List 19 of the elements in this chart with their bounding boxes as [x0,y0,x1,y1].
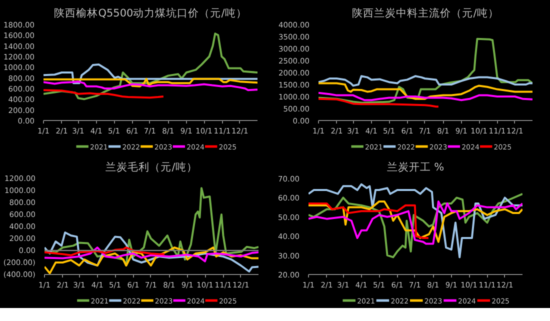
chart-title: 兰炭开工 % [386,160,444,174]
chart-title: 兰炭毛利（元/吨） [106,160,198,174]
line-series [318,38,532,104]
line-series [318,82,532,100]
line-series [44,32,258,100]
line-series [44,246,258,274]
line-series [44,78,258,88]
chart-title: 陕西榆林Q5500动力煤坑口价（元/吨） [54,6,247,20]
line-series [44,232,258,272]
line-series [44,89,164,99]
line-series [44,64,258,84]
chart-title: 陕西兰炭中料主流价（元/吨） [352,6,499,20]
line-series [318,98,440,108]
line-series [44,246,166,256]
line-series [44,80,258,92]
line-series [318,75,532,87]
line-series [44,246,258,262]
line-series [318,92,532,102]
line-series [308,202,430,240]
